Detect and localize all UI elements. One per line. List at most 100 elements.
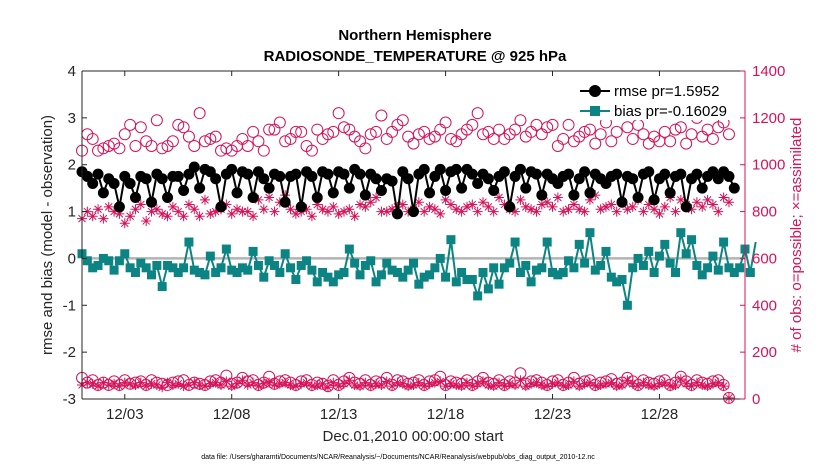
point-5-82 [515,375,526,386]
point-5-54 [365,381,376,392]
point-1-45 [318,267,328,277]
point-3-66 [429,204,440,215]
point-1-86 [537,263,547,273]
point-3-84 [526,204,537,215]
point-3-3 [93,204,104,215]
point-0-71 [456,182,468,194]
point-1-9 [125,263,135,273]
point-3-63 [413,197,424,208]
point-1-108 [654,251,664,261]
point-1-10 [130,267,140,277]
point-0-82 [514,163,526,175]
point-1-48 [334,270,344,280]
point-3-50 [344,204,355,215]
point-2-88 [546,118,559,131]
point-2-25 [209,130,222,143]
point-1-5 [104,256,114,266]
point-2-19 [177,121,190,134]
point-5-96 [590,381,601,392]
point-0-115 [691,168,703,180]
point-2-41 [295,125,308,138]
point-3-74 [472,206,483,217]
point-1-58 [387,265,397,275]
point-5-45 [317,378,328,389]
point-1-31 [243,265,253,275]
y-tick-label-right-6: 1200 [752,110,785,127]
point-2-40 [289,125,302,138]
point-3-116 [697,201,708,212]
y-tick-label-right-1: 200 [752,344,777,361]
point-1-85 [531,265,541,275]
point-2-121 [722,128,735,141]
point-5-93 [574,381,585,392]
point-0-92 [568,189,580,201]
point-3-5 [103,201,114,212]
point-1-75 [478,267,488,277]
point-2-46 [321,128,334,141]
x-tick-label-4: 12/23 [534,406,572,423]
point-0-50 [343,182,355,194]
point-1-68 [441,272,451,282]
point-1-121 [724,263,734,273]
y-axis-label: rmse and bias (model - observation) [39,115,56,355]
point-1-24 [205,251,215,261]
point-5-57 [381,376,392,387]
point-1-73 [467,275,477,285]
point-5-52 [355,381,366,392]
point-3-105 [638,206,649,217]
point-1-104 [633,253,643,263]
point-1-56 [376,270,386,280]
point-5-109 [659,377,670,388]
point-5-103 [627,378,638,389]
point-3-48 [333,208,344,219]
point-0-43 [306,170,318,182]
point-3-96 [590,190,601,201]
point-0-68 [440,184,452,196]
point-0-83 [520,182,532,194]
legend: rmse pr=1.5952 bias pr=-0.16029 [574,78,739,120]
legend-bias-marker [590,106,600,116]
point-5-97 [595,379,606,390]
point-3-31 [242,206,253,217]
point-0-34 [258,173,270,185]
point-0-76 [482,173,494,185]
point-1-35 [264,256,274,266]
point-1-114 [687,235,697,245]
point-3-60 [397,199,408,210]
point-1-123 [735,263,745,273]
point-1-99 [606,272,616,282]
point-5-70 [451,379,462,390]
point-5-66 [429,377,440,388]
y-tick-label-0: -3 [63,391,76,408]
point-0-74 [472,177,484,189]
point-1-46 [323,272,333,282]
point-5-64 [419,381,430,392]
point-5-32 [248,377,259,388]
point-5-77 [488,381,499,392]
point-1-2 [88,263,98,273]
point-1-52 [355,270,365,280]
point-5-107 [649,381,660,392]
point-2-97 [594,128,607,141]
point-5-105 [638,377,649,388]
point-0-122 [728,182,740,194]
point-1-113 [681,249,691,259]
point-1-49 [339,267,349,277]
point-5-76 [483,379,494,390]
point-0-109 [659,168,671,180]
point-2-68 [439,116,452,129]
point-2-78 [493,123,506,136]
point-3-100 [611,206,622,217]
point-1-93 [574,239,584,249]
point-5-3 [93,381,104,392]
point-0-77 [488,184,500,196]
point-0-86 [536,189,548,201]
point-0-110 [664,187,676,199]
point-5-11 [135,377,146,388]
point-3-13 [146,206,157,217]
point-3-47 [328,201,339,212]
x-tick-label-3: 12/18 [427,406,465,423]
point-3-103 [627,201,638,212]
point-5-78 [494,377,505,388]
point-0-112 [675,168,687,180]
